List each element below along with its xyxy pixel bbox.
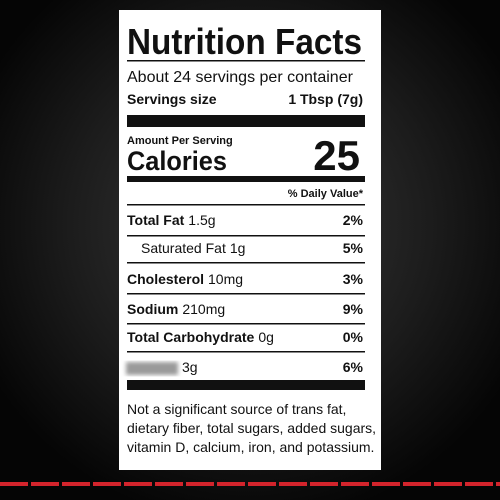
daily-value: 5% — [343, 240, 364, 256]
nutrient: Total Carbohydrate 0g — [127, 329, 274, 345]
nutrient-name: Cholesterol — [127, 271, 204, 287]
rule — [127, 262, 365, 264]
nutrient: Sodium 210mg — [127, 301, 225, 317]
servings-per-container: About 24 servings per container — [127, 69, 354, 86]
daily-value: 9% — [343, 301, 364, 317]
serving-size-label: Servings size — [127, 91, 217, 107]
rule — [127, 204, 365, 206]
thick-bar — [127, 115, 365, 127]
daily-value-header: % Daily Value* — [288, 188, 364, 200]
nutrient: Total Fat 1.5g — [127, 212, 216, 228]
footnote-line: vitamin D, calcium, iron, and potassium. — [127, 439, 374, 455]
daily-value: 2% — [343, 212, 364, 228]
thick-bar — [127, 380, 365, 390]
daily-value: 3% — [343, 271, 364, 287]
nutrient-amount: 3g — [182, 359, 198, 375]
nutrient-amount: 10mg — [208, 271, 243, 287]
serving-size-value: 1 Tbsp (7g) — [288, 91, 363, 107]
label-panel — [119, 10, 381, 470]
rule — [127, 351, 365, 353]
medium-bar — [127, 176, 365, 182]
rule — [127, 323, 365, 325]
nutrient-amount: 1.5g — [188, 212, 215, 228]
daily-value: 6% — [343, 359, 364, 375]
footnote-line: dietary fiber, total sugars, added sugar… — [127, 420, 376, 436]
nutrient: Cholesterol 10mg — [127, 271, 243, 287]
rule — [127, 60, 365, 62]
nutrient-name: Saturated Fat — [141, 240, 226, 256]
nutrient-name: Total Fat — [127, 212, 185, 228]
footnote-line: Not a significant source of trans fat, — [127, 401, 346, 417]
label-title: Nutrition Facts — [127, 21, 362, 62]
nutrient: Saturated Fat 1g — [141, 240, 245, 256]
rule — [127, 293, 365, 295]
daily-value: 0% — [343, 329, 364, 345]
nutrient-amount: 1g — [230, 240, 246, 256]
calories-value: 25 — [313, 132, 360, 179]
amount-per-serving: Amount Per Serving — [127, 135, 233, 147]
nutrient-amount: 210mg — [182, 301, 225, 317]
nutrient-amount: 0g — [258, 329, 274, 345]
blurred-name — [126, 362, 178, 375]
rule — [127, 235, 365, 237]
nutrient-name: Total Carbohydrate — [127, 329, 255, 345]
nutrient-name: Sodium — [127, 301, 178, 317]
calories-label: Calories — [127, 146, 227, 176]
